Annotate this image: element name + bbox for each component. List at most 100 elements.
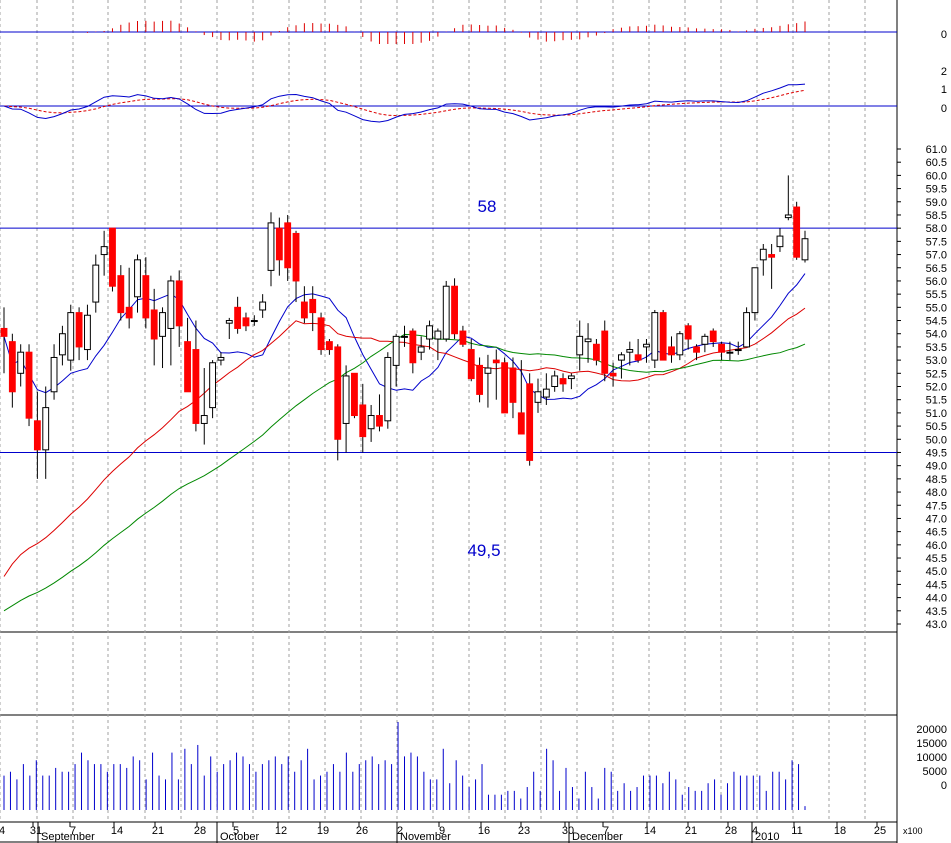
date-tick-label: 31: [30, 825, 42, 837]
candle-body: [50, 356, 58, 393]
price-tick-label: 51.5: [926, 395, 947, 407]
candle-body: [309, 298, 317, 314]
candle-body: [484, 367, 492, 374]
price-tick-label: 48.5: [926, 474, 947, 486]
candle-body: [534, 391, 542, 403]
candle-body: [109, 227, 116, 287]
candle-body: [267, 222, 275, 271]
candle-body: [217, 356, 225, 361]
price-tick-label: 49.5: [926, 447, 947, 459]
candle-body: [275, 227, 283, 261]
volume-tick-label: 20000: [916, 724, 947, 736]
date-tick-label: 19: [317, 825, 329, 837]
level-lines: [0, 227, 897, 453]
date-tick-label: 12: [275, 825, 287, 837]
price-tick-label: 47.5: [926, 500, 947, 512]
candle-body: [33, 420, 41, 451]
candle-body: [768, 254, 776, 258]
volume-unit-label: x100: [903, 826, 923, 836]
date-tick-label: 28: [194, 825, 206, 837]
price-tick-label: 53.0: [926, 355, 947, 367]
date-tick-label: 4: [752, 825, 758, 837]
candle-body: [175, 280, 183, 327]
candle-body: [743, 312, 751, 348]
candle-body: [334, 346, 342, 440]
candle-body: [643, 343, 650, 348]
candle-body: [542, 388, 550, 398]
candle-body: [734, 349, 742, 352]
level-label-49-5: 49,5: [467, 541, 500, 560]
date-tick-label: 14: [111, 825, 123, 837]
candlesticks: [0, 175, 809, 479]
month-label: December: [572, 831, 623, 843]
candle-body: [592, 343, 600, 361]
candle-body: [184, 341, 191, 393]
vertical-gridlines: [0, 0, 866, 822]
candle-body: [618, 354, 625, 361]
candle-body: [159, 312, 166, 337]
candle-body: [434, 330, 442, 340]
month-label: September: [41, 831, 95, 843]
date-tick-label: 7: [603, 825, 609, 837]
candle-body: [701, 335, 709, 345]
date-tick-label: 21: [685, 825, 697, 837]
candle-body: [584, 338, 592, 343]
price-tick-label: 60.5: [926, 157, 947, 169]
candle-body: [659, 312, 667, 361]
macd-tick-label: 1: [941, 84, 947, 96]
date-tick-label: 26: [356, 825, 368, 837]
candle-body: [150, 309, 158, 340]
price-tick-label: 52.0: [926, 382, 947, 394]
candle-body: [250, 320, 258, 323]
x-axis-labels: 4 31 7 14 21 28 5 12 19 26 2 9 16 23 30 7 14 21 28 4 11 18 25 S…: [0, 822, 886, 843]
candle-body: [793, 206, 801, 258]
candle-body: [292, 232, 300, 282]
volume-tick-label: 0: [941, 780, 947, 792]
candle-body: [134, 259, 141, 298]
date-tick-label: 21: [152, 825, 164, 837]
date-tick-label: 9: [439, 825, 445, 837]
candle-body: [401, 335, 408, 338]
candle-body: [601, 330, 609, 374]
candle-body: [801, 238, 809, 261]
candle-body: [117, 275, 125, 314]
price-tick-label: 61.0: [926, 144, 947, 156]
candle-body: [84, 314, 91, 351]
price-tick-label: 56.5: [926, 263, 947, 275]
candle-body: [576, 335, 584, 356]
candle-body: [409, 330, 417, 364]
candle-body: [559, 378, 567, 385]
candle-body: [726, 351, 734, 354]
candle-body: [417, 346, 425, 353]
date-tick-label: 7: [70, 825, 76, 837]
candle-body: [384, 356, 392, 422]
candle-body: [284, 222, 292, 269]
candle-body: [225, 320, 233, 324]
candle-body: [467, 349, 475, 380]
candle-body: [684, 325, 692, 340]
macd-tick-label: 0: [941, 103, 947, 115]
candle-body: [759, 248, 767, 261]
candle-body: [392, 335, 400, 366]
price-tick-label: 55.5: [926, 289, 947, 301]
candle-body: [259, 301, 267, 311]
date-tick-label: 18: [834, 825, 846, 837]
candle-body: [58, 333, 66, 356]
date-tick-label: 2: [397, 825, 403, 837]
candle-body: [167, 280, 175, 329]
candle-body: [317, 317, 325, 351]
candle-body: [459, 330, 467, 345]
date-tick-label: 4: [0, 825, 5, 837]
candle-body: [526, 383, 534, 461]
candle-body: [142, 275, 150, 319]
candle-body: [709, 330, 717, 343]
macd-panel: [0, 83, 897, 123]
price-tick-label: 52.5: [926, 368, 947, 380]
month-label: October: [220, 831, 259, 843]
macd-tick-label: 2: [941, 66, 947, 78]
date-tick-label: 11: [791, 825, 802, 837]
candle-body: [351, 372, 358, 417]
candle-body: [92, 264, 100, 303]
